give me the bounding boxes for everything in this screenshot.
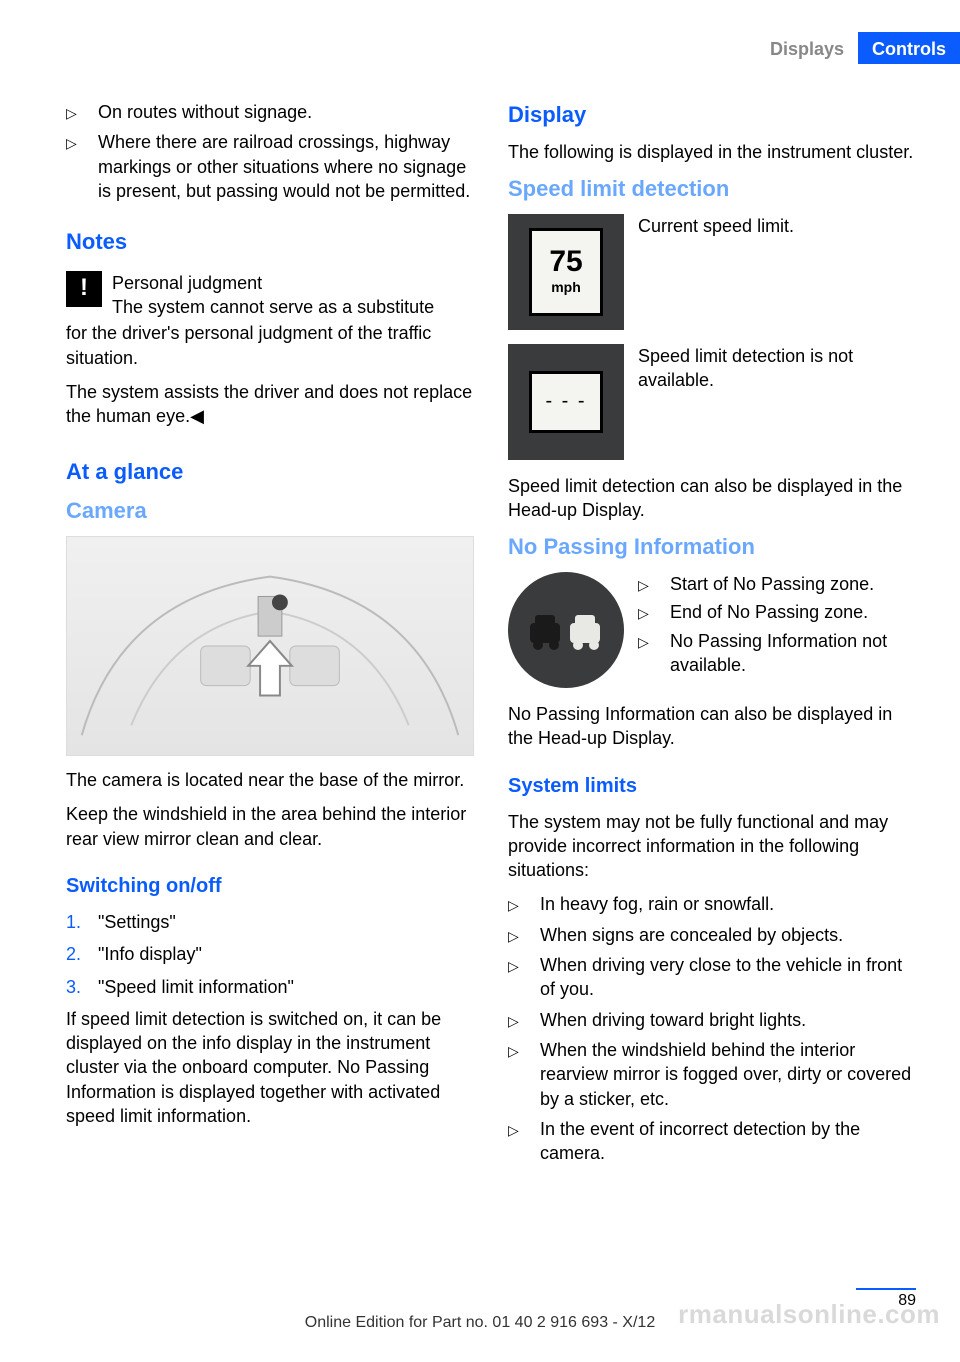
switching-after: If speed limit detection is switched on,… bbox=[66, 1007, 474, 1128]
bullet-item: ▷ When the windshield behind the interio… bbox=[508, 1038, 916, 1111]
speed-limit-na-row: - - - Speed limit detection is not avail… bbox=[508, 344, 916, 460]
bullet-text: When the windshield behind the interior … bbox=[540, 1038, 916, 1111]
camera-caption-1: The camera is located near the base of t… bbox=[66, 768, 474, 792]
bullet-item: ▷ Start of No Passing zone. bbox=[638, 572, 916, 596]
step-text: "Info display" bbox=[98, 942, 474, 966]
syslimits-intro: The system may not be fully functional a… bbox=[508, 810, 916, 883]
display-intro: The following is displayed in the instru… bbox=[508, 140, 916, 164]
page-content: ▷ On routes without signage. ▷ Where the… bbox=[66, 100, 916, 1292]
header-tab-displays: Displays bbox=[756, 32, 858, 64]
warning-body-rest: for the driver's personal judgment of th… bbox=[66, 321, 474, 370]
speed-sign-text: Current speed limit. bbox=[638, 214, 916, 330]
camera-svg bbox=[67, 537, 473, 755]
bullet-icon: ▷ bbox=[66, 130, 98, 203]
heading-at-a-glance: At a glance bbox=[66, 457, 474, 487]
sld-after: Speed limit detection can also be displa… bbox=[508, 474, 916, 523]
bullet-text: When driving toward bright lights. bbox=[540, 1008, 916, 1032]
bullet-item: ▷ Where there are railroad crossings, hi… bbox=[66, 130, 474, 203]
step-row: 1. "Settings" bbox=[66, 910, 474, 934]
watermark: rmanualsonline.com bbox=[678, 1297, 940, 1332]
bullet-item: ▷ When signs are concealed by objects. bbox=[508, 923, 916, 947]
header-bar: Displays Controls bbox=[0, 32, 960, 64]
warning-body-line1: The system cannot serve as a substitute bbox=[112, 295, 474, 319]
speed-na-text: Speed limit detection is not available. bbox=[638, 344, 916, 460]
bullet-text: In heavy fog, rain or snowfall. bbox=[540, 892, 916, 916]
bullet-icon: ▷ bbox=[638, 572, 670, 596]
bullet-item: ▷ End of No Passing zone. bbox=[638, 600, 916, 624]
step-row: 3. "Speed limit information" bbox=[66, 975, 474, 999]
camera-caption-2: Keep the windshield in the area behind t… bbox=[66, 802, 474, 851]
camera-figure bbox=[66, 536, 474, 756]
bullet-icon: ▷ bbox=[508, 892, 540, 916]
bullet-icon: ▷ bbox=[66, 100, 98, 124]
bullet-icon: ▷ bbox=[508, 1008, 540, 1032]
warning-title: Personal judgment bbox=[112, 271, 474, 295]
no-passing-list: ▷ Start of No Passing zone. ▷ End of No … bbox=[638, 572, 916, 688]
bullet-icon: ▷ bbox=[508, 1117, 540, 1166]
warning-after: The system assists the driver and does n… bbox=[66, 380, 474, 429]
bullet-text: In the event of incorrect detection by t… bbox=[540, 1117, 916, 1166]
bullet-icon: ▷ bbox=[508, 1038, 540, 1111]
speed-unit: mph bbox=[551, 279, 581, 296]
step-number: 3. bbox=[66, 975, 98, 999]
bullet-icon: ▷ bbox=[638, 600, 670, 624]
nopass-after: No Passing Information can also be displ… bbox=[508, 702, 916, 751]
bullet-icon: ▷ bbox=[508, 923, 540, 947]
step-text: "Settings" bbox=[98, 910, 474, 934]
no-passing-row: ▷ Start of No Passing zone. ▷ End of No … bbox=[508, 572, 916, 688]
bullet-item: ▷ When driving very close to the vehicle… bbox=[508, 953, 916, 1002]
bullet-item: ▷ When driving toward bright lights. bbox=[508, 1008, 916, 1032]
step-number: 2. bbox=[66, 942, 98, 966]
bullet-item: ▷ In heavy fog, rain or snowfall. bbox=[508, 892, 916, 916]
heading-speed-limit-detection: Speed limit detection bbox=[508, 174, 916, 204]
blank-sign-inner: - - - bbox=[529, 371, 603, 433]
heading-camera: Camera bbox=[66, 496, 474, 526]
step-row: 2. "Info display" bbox=[66, 942, 474, 966]
bullet-text: On routes without signage. bbox=[98, 100, 474, 124]
heading-switching: Switching on/off bbox=[66, 873, 474, 900]
bullet-item: ▷ On routes without signage. bbox=[66, 100, 474, 124]
no-passing-icon bbox=[508, 572, 624, 688]
step-text: "Speed limit information" bbox=[98, 975, 474, 999]
bullet-text: Where there are railroad crossings, high… bbox=[98, 130, 474, 203]
bullet-text: No Passing Information not available. bbox=[670, 629, 916, 678]
bullet-item: ▷ In the event of incorrect detection by… bbox=[508, 1117, 916, 1166]
header-tab-controls: Controls bbox=[858, 32, 960, 64]
bullet-text: When driving very close to the vehicle i… bbox=[540, 953, 916, 1002]
heading-no-passing: No Passing Information bbox=[508, 532, 916, 562]
bullet-icon: ▷ bbox=[638, 629, 670, 678]
step-number: 1. bbox=[66, 910, 98, 934]
bullet-text: Start of No Passing zone. bbox=[670, 572, 916, 596]
heading-display: Display bbox=[508, 100, 916, 130]
bullet-item: ▷ No Passing Information not available. bbox=[638, 629, 916, 678]
warning-block: Personal judgment The system cannot serv… bbox=[66, 271, 474, 320]
speed-limit-sign-icon: 75 mph bbox=[508, 214, 624, 330]
speed-limit-na-icon: - - - bbox=[508, 344, 624, 460]
speed-value: 75 bbox=[549, 247, 582, 277]
heading-notes: Notes bbox=[66, 227, 474, 257]
bullet-text: End of No Passing zone. bbox=[670, 600, 916, 624]
speed-limit-sign-row: 75 mph Current speed limit. bbox=[508, 214, 916, 330]
speed-sign-inner: 75 mph bbox=[529, 228, 603, 316]
bullet-icon: ▷ bbox=[508, 953, 540, 1002]
warning-icon bbox=[66, 271, 102, 307]
bullet-text: When signs are concealed by objects. bbox=[540, 923, 916, 947]
heading-system-limits: System limits bbox=[508, 773, 916, 800]
